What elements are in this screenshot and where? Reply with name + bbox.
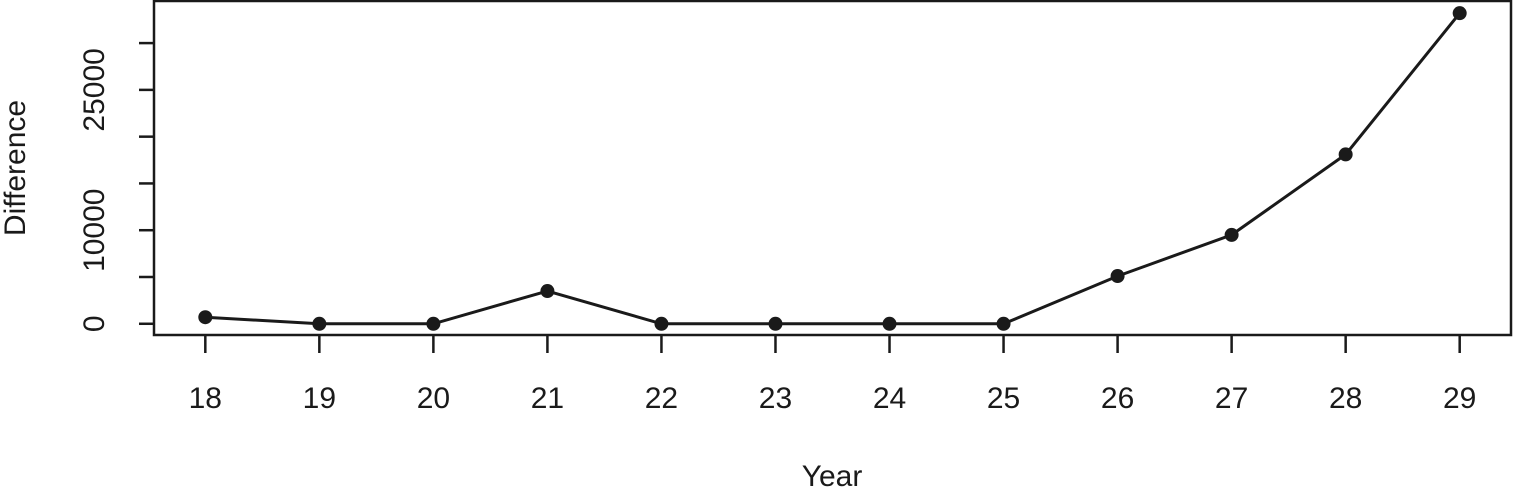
x-tick-label: 25 [987,382,1020,415]
x-tick-label: 28 [1329,382,1362,415]
x-tick-label: 29 [1443,382,1476,415]
x-tick-label: 22 [645,382,678,415]
plot-frame [152,0,1513,337]
data-point [1338,147,1353,162]
data-point [426,316,441,331]
data-point [1110,269,1125,284]
x-tick-label: 21 [531,382,564,415]
data-point [882,316,897,331]
y-tick-label: 0 [78,315,111,332]
y-tick-label: 10000 [78,188,111,271]
y-tick-label: 25000 [78,48,111,131]
data-point [198,310,213,325]
data-point [1224,227,1239,242]
data-point [540,284,555,299]
x-axis: 18 19 20 21 22 23 24 25 26 27 28 29 [189,335,1476,415]
x-tick-label: 27 [1215,382,1248,415]
series-line [205,12,1461,326]
y-axis: 0 10000 25000 [78,41,154,332]
data-point [654,316,669,331]
x-axis-title: Year [802,460,863,489]
x-tick-label: 23 [759,382,792,415]
x-tick-label: 20 [417,382,450,415]
x-tick-label: 18 [189,382,222,415]
data-point [768,316,783,331]
x-tick-label: 26 [1101,382,1134,415]
y-axis-title: Difference [0,100,32,236]
x-tick-label: 24 [873,382,906,415]
data-points [198,6,1467,331]
data-point [312,316,327,331]
x-tick-label: 19 [303,382,336,415]
data-point [996,316,1011,331]
data-point [1452,6,1467,21]
